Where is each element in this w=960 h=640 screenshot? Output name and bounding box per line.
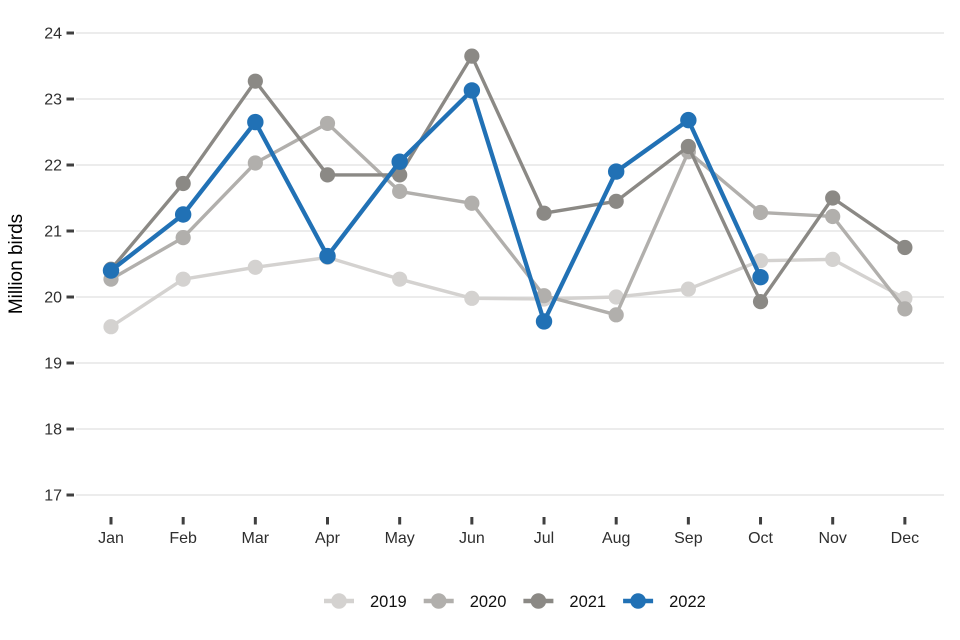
legend-item-2021: 2021	[523, 593, 606, 611]
line-2019	[109, 255, 907, 329]
x-tick-label-Mar: Mar	[242, 530, 270, 547]
legend-dot-icon	[630, 593, 646, 609]
y-tick-label-21: 21	[44, 224, 62, 241]
legend-dot-icon	[430, 593, 447, 609]
y-tick-label-23: 23	[44, 92, 62, 109]
point-2022-Oct	[752, 269, 769, 286]
x-tick-label-Feb: Feb	[169, 530, 197, 547]
point-2019-Jan	[103, 319, 119, 335]
point-2019-Mar	[247, 259, 263, 275]
legend-item-2019: 2019	[324, 593, 407, 611]
x-tick-label-Nov: Nov	[818, 530, 846, 547]
point-2022-Apr	[319, 247, 336, 265]
line-2022	[108, 88, 763, 324]
point-2021-Nov	[825, 190, 841, 206]
legend-dot-icon	[331, 593, 347, 609]
x-tick-label-Aug: Aug	[602, 530, 630, 547]
point-2021-Oct	[752, 294, 769, 310]
legend-dot-icon	[530, 593, 547, 609]
point-2021-Feb	[175, 175, 191, 192]
x-tick-label-Oct: Oct	[748, 530, 773, 547]
y-axis-title: Million birds	[6, 214, 27, 314]
point-2019-Jun	[464, 290, 480, 306]
point-2022-Mar	[247, 113, 264, 131]
point-2021-Jul	[536, 205, 552, 221]
point-2020-May	[392, 183, 408, 199]
y-tick-label-20: 20	[44, 290, 62, 307]
point-2020-Mar	[247, 155, 263, 171]
point-2021-Jun	[464, 48, 480, 64]
legend-label-2020: 2020	[470, 593, 507, 611]
y-tick-label-19: 19	[44, 356, 62, 373]
point-2022-Jun	[463, 82, 481, 99]
point-2020-Aug	[608, 307, 624, 323]
point-2021-Apr	[319, 167, 336, 183]
y-tick-label-24: 24	[44, 26, 62, 43]
point-2021-Dec	[897, 239, 913, 256]
point-2021-Sep	[680, 138, 696, 155]
x-tick-label-Jan: Jan	[98, 530, 124, 547]
point-2022-Aug	[607, 163, 625, 180]
point-2020-Oct	[752, 204, 769, 221]
legend-item-2020: 2020	[423, 593, 507, 611]
x-tick-label-Dec: Dec	[891, 530, 919, 547]
point-2022-Jan	[102, 262, 120, 279]
point-2019-Feb	[175, 271, 191, 287]
point-2022-May	[391, 153, 408, 170]
x-tick-label-Sep: Sep	[674, 530, 703, 547]
series-2021	[103, 48, 913, 310]
series-2019	[103, 249, 913, 335]
x-tick-label-Jun: Jun	[459, 530, 485, 547]
y-tick-label-22: 22	[44, 158, 62, 175]
legend-label-2019: 2019	[370, 593, 407, 611]
point-2019-May	[392, 271, 408, 287]
point-2020-Nov	[825, 208, 841, 225]
y-tick-label-18: 18	[44, 422, 62, 439]
point-2020-Apr	[319, 115, 336, 132]
legend-label-2021: 2021	[569, 593, 606, 611]
x-tick-label-May: May	[385, 530, 415, 547]
point-2020-Feb	[175, 230, 191, 246]
y-tick-label-17: 17	[44, 488, 62, 505]
point-2020-Jun	[464, 195, 480, 211]
point-2022-Jul	[535, 313, 553, 330]
point-2020-Jul	[536, 288, 552, 304]
gridlines	[76, 32, 944, 496]
x-tick-label-Apr: Apr	[315, 530, 341, 547]
point-2019-Aug	[608, 289, 624, 305]
x-tick-label-Jul: Jul	[534, 530, 554, 547]
point-2020-Dec	[897, 301, 913, 317]
point-2021-Aug	[608, 193, 624, 209]
legend: 2019 2020 2021 2022	[324, 593, 706, 611]
point-2019-Sep	[680, 281, 696, 297]
line-2020	[109, 121, 907, 317]
point-2019-Nov	[825, 251, 841, 267]
legend-label-2022: 2022	[669, 593, 706, 611]
point-2022-Sep	[680, 111, 697, 129]
data-series	[102, 48, 913, 335]
series-2022	[102, 82, 769, 330]
point-2021-Mar	[247, 73, 263, 89]
legend-item-2022: 2022	[623, 593, 706, 611]
point-2021-May	[392, 167, 408, 183]
line-2021	[109, 54, 907, 304]
series-2020	[103, 115, 913, 323]
axes: 24 23 22 21 20 19 18 17 Jan Feb Mar Apr May Jun Jul Aug…	[44, 26, 919, 548]
point-2022-Feb	[174, 206, 192, 223]
